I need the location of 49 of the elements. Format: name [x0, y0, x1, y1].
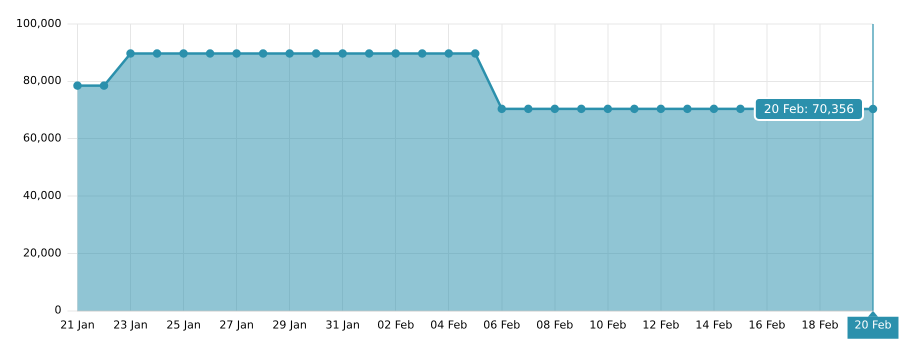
point: [232, 49, 241, 58]
y-tick-label: 100,000: [16, 16, 62, 30]
point: [73, 81, 82, 90]
point: [285, 49, 294, 58]
point: [710, 104, 718, 114]
point: [630, 104, 639, 114]
point: [338, 49, 347, 58]
y-tick-label: 80,000: [22, 74, 62, 88]
x-tick-label: 16 Feb: [748, 318, 786, 332]
y-tick-label: 40,000: [22, 188, 62, 202]
x-tick-label: 14 Feb: [695, 318, 732, 332]
y-tick-label: 0: [54, 304, 62, 317]
point: [100, 81, 108, 90]
x-tick-label: 06 Feb: [483, 318, 520, 332]
point: [391, 49, 400, 58]
point: [152, 49, 162, 58]
x-tick-label: 27 Jan: [219, 318, 254, 332]
point: [364, 49, 374, 58]
x-tick-label: 29 Jan: [272, 318, 307, 332]
point: [126, 49, 135, 58]
x-tick-label: 02 Feb: [377, 318, 414, 332]
point: [418, 49, 426, 58]
x-tick-label: 18 Feb: [801, 318, 838, 332]
point: [179, 49, 188, 58]
x-tick-label: 21 Jan: [60, 318, 95, 332]
x-tick-label: 31 Jan: [325, 318, 360, 332]
x-tick-label: 10 Feb: [589, 318, 626, 332]
point: [498, 104, 506, 114]
point: [206, 49, 214, 58]
point: [524, 104, 533, 114]
point: [656, 104, 666, 114]
x-tick-label: 23 Jan: [113, 318, 148, 332]
annotation: 20 Feb: 70,356: [764, 102, 854, 116]
point: [736, 104, 745, 114]
point: [312, 49, 320, 58]
x-tick-label: 12 Feb: [642, 318, 680, 332]
x-tick-label: 04 Feb: [430, 318, 468, 332]
point: [683, 104, 692, 114]
point: [470, 49, 480, 58]
x-tick-label: 20 Feb: [854, 318, 892, 332]
x-tick-label: 25 Jan: [166, 318, 201, 332]
y-tick-label: 20,000: [22, 246, 62, 260]
point: [444, 49, 453, 58]
y-tick-label: 60,000: [22, 132, 62, 145]
point: [550, 104, 560, 114]
point: [577, 104, 586, 114]
x-tick-label: 08 Feb: [536, 318, 574, 332]
point: [604, 104, 612, 114]
point: [258, 49, 268, 58]
